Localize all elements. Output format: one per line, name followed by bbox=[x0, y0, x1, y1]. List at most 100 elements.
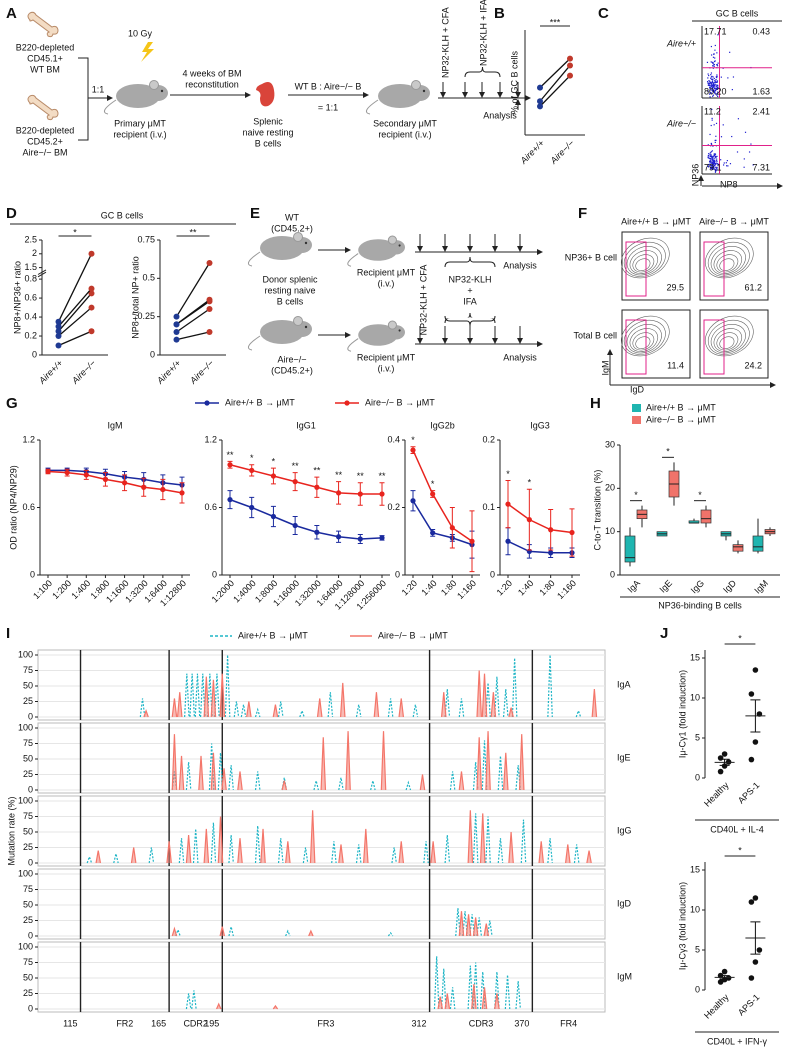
mutation-spike bbox=[277, 838, 284, 864]
y-tick-label: 0 bbox=[212, 569, 217, 579]
event-dot bbox=[713, 168, 715, 170]
mutation-spike bbox=[444, 835, 451, 864]
event-dot bbox=[711, 87, 713, 90]
event-dot bbox=[711, 155, 713, 157]
point bbox=[752, 667, 759, 673]
point bbox=[357, 536, 363, 542]
event-dot bbox=[715, 80, 717, 82]
x-tick-label: APS-1 bbox=[736, 992, 761, 1017]
x-tick-label: 1:2000 bbox=[210, 578, 237, 605]
x-tick-label: 1:40 bbox=[516, 578, 535, 597]
event-dot bbox=[710, 61, 712, 63]
event-dot bbox=[710, 77, 712, 79]
diagram-text: (i.v.) bbox=[378, 278, 395, 288]
quadrant-label: 11.2 bbox=[704, 106, 721, 116]
mutation-spike bbox=[285, 929, 291, 937]
event-dot bbox=[709, 167, 712, 169]
y-tick-label: 2 bbox=[32, 248, 37, 258]
significance-label: *** bbox=[550, 17, 561, 27]
event-dot bbox=[710, 163, 712, 165]
row-label: Aire−/− bbox=[666, 118, 696, 128]
event-dot bbox=[712, 62, 714, 64]
mutation-spike bbox=[86, 855, 93, 864]
event-dot bbox=[743, 166, 745, 168]
diagram-text: WT BM bbox=[30, 64, 60, 74]
y-tick-label: 0.4 bbox=[387, 434, 400, 444]
contour bbox=[623, 319, 666, 355]
pair-line bbox=[539, 65, 571, 102]
mutation-spike bbox=[398, 698, 405, 718]
x-tick-label: Aire−/− bbox=[187, 358, 215, 386]
point bbox=[748, 975, 755, 981]
pair-line bbox=[58, 307, 92, 337]
event-dot bbox=[712, 157, 714, 159]
diagram-text: NP32-KLH + CFA bbox=[440, 7, 450, 78]
y-tick-label: 25 bbox=[23, 696, 33, 706]
y-tick-label: 0 bbox=[490, 569, 495, 579]
event-dot bbox=[715, 85, 717, 88]
y-axis-label: NP8+/total NP+ ratio bbox=[130, 256, 140, 339]
y-axis-label: OD ratio (NP4/NP29) bbox=[8, 465, 18, 550]
mutation-spike bbox=[166, 841, 172, 864]
diagram-text: NP32-KLH bbox=[448, 274, 491, 284]
y-tick-label: 0.6 bbox=[22, 502, 35, 512]
mutation-spike bbox=[331, 841, 337, 864]
event-dot bbox=[711, 117, 713, 120]
mutation-spike bbox=[217, 816, 224, 864]
x-axis-label: IgD bbox=[630, 384, 645, 394]
mutation-spike bbox=[476, 737, 482, 791]
event-dot bbox=[708, 84, 710, 87]
event-dot bbox=[711, 89, 714, 91]
y-tick-label: 5 bbox=[695, 732, 700, 742]
x-tick-label: 370 bbox=[514, 1018, 529, 1028]
mutation-spike bbox=[412, 704, 419, 718]
contour bbox=[621, 237, 670, 279]
x-tick-label: 1:160 bbox=[455, 578, 478, 601]
pair-line bbox=[539, 58, 571, 89]
mutation-spike bbox=[508, 831, 514, 864]
mouse-eye bbox=[304, 325, 308, 329]
event-dot bbox=[712, 160, 714, 162]
significance-label: ** bbox=[335, 470, 343, 480]
series-line bbox=[412, 500, 473, 546]
contour bbox=[626, 246, 662, 276]
row-label: NP36+ B cell bbox=[565, 252, 617, 262]
event-dot bbox=[708, 153, 710, 155]
event-dot bbox=[710, 143, 712, 145]
panel-row-label: IgD bbox=[617, 898, 632, 908]
point bbox=[410, 498, 416, 504]
pair-line bbox=[539, 75, 571, 107]
event-dot bbox=[713, 77, 715, 80]
event-dot bbox=[712, 156, 714, 158]
mutation-spike bbox=[476, 917, 482, 937]
gate-value: 24.2 bbox=[744, 360, 762, 370]
point bbox=[314, 484, 320, 490]
panel-label: C bbox=[598, 5, 609, 22]
point bbox=[88, 285, 95, 292]
point bbox=[55, 333, 62, 340]
point bbox=[206, 260, 213, 266]
event-dot bbox=[722, 124, 724, 126]
event-dot bbox=[710, 74, 712, 76]
mutation-spike bbox=[199, 673, 206, 718]
mutation-spike bbox=[518, 734, 525, 791]
event-dot bbox=[715, 93, 717, 95]
y-axis-label: C-to-T transition (%) bbox=[592, 470, 602, 551]
mutation-spike bbox=[277, 701, 284, 718]
mutation-spike bbox=[515, 765, 521, 791]
pair-line bbox=[58, 330, 92, 347]
diagram-text: Analysis bbox=[503, 352, 537, 362]
quadrant-label: 80.20 bbox=[704, 86, 727, 96]
row-label: Total B cell bbox=[573, 330, 617, 340]
mutation-spike bbox=[483, 923, 490, 937]
mutation-spike bbox=[171, 926, 178, 937]
panel-label: A bbox=[6, 5, 17, 22]
diagram-text: Aire−/− bbox=[277, 354, 306, 364]
pair-line bbox=[176, 331, 210, 341]
diagram-text: Recipient μMT bbox=[357, 352, 416, 362]
event-dot bbox=[707, 157, 710, 159]
event-dot bbox=[752, 164, 754, 166]
point bbox=[88, 328, 95, 335]
y-tick-label: 0 bbox=[28, 930, 33, 940]
mouse-eye bbox=[160, 89, 164, 93]
